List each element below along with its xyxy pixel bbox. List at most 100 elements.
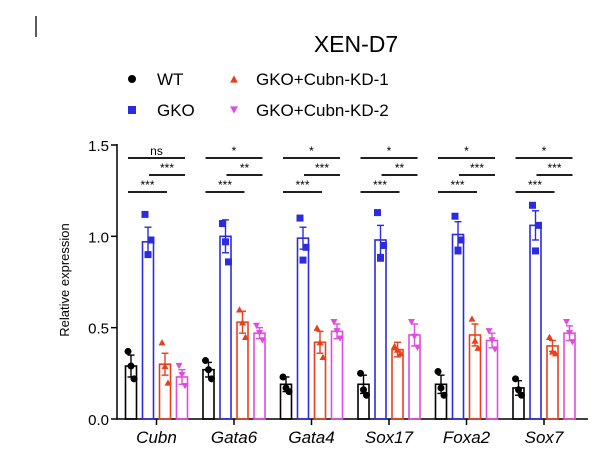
data-point — [242, 333, 249, 340]
data-point — [491, 346, 499, 353]
data-point — [256, 329, 263, 337]
bar — [451, 233, 465, 420]
data-point — [253, 322, 260, 329]
data-point — [316, 339, 324, 346]
data-point — [360, 386, 367, 394]
y-tick-label: 1.5 — [88, 138, 109, 155]
data-point — [219, 220, 226, 228]
data-point — [391, 342, 398, 350]
x-tick-label: Foxa2 — [443, 428, 491, 447]
data-point — [454, 247, 462, 255]
data-point — [181, 382, 189, 390]
data-point — [222, 238, 229, 246]
x-tick-label: Sox17 — [365, 428, 414, 447]
data-point — [299, 256, 307, 264]
significance-label: *** — [218, 178, 232, 192]
legend-marker-triangle-up — [230, 75, 238, 83]
data-point — [239, 319, 246, 326]
data-point — [302, 243, 310, 251]
data-point — [408, 319, 415, 326]
data-point — [437, 384, 445, 392]
bar — [374, 239, 387, 420]
legend-marker-circle — [128, 75, 136, 83]
significance-label: ns — [150, 144, 163, 158]
data-point — [175, 362, 183, 370]
y-tick-label: 0.0 — [88, 412, 109, 429]
data-point — [394, 346, 401, 353]
data-point — [336, 335, 344, 342]
bar — [391, 348, 404, 420]
data-point — [566, 329, 573, 337]
data-point — [279, 373, 287, 381]
legend-label: WT — [157, 70, 183, 89]
data-point — [569, 339, 576, 346]
x-tick-label: Cubn — [136, 428, 177, 447]
data-point — [178, 372, 186, 379]
data-point — [330, 319, 338, 326]
significance-label: *** — [450, 178, 464, 192]
data-point — [535, 221, 542, 229]
significance-label: *** — [140, 178, 154, 192]
data-point — [488, 337, 496, 344]
axes: 0.0 0.5 1.0 1.5 Cubn Gata6 Gata4 Sox17 Foxa2 Sox7 — [88, 138, 588, 447]
data-point — [313, 324, 321, 331]
significance-label: ** — [395, 161, 405, 175]
bar — [141, 241, 155, 420]
data-point — [529, 201, 536, 209]
data-point — [357, 369, 364, 377]
data-point — [512, 375, 519, 383]
legend-label: GKO — [157, 101, 195, 120]
data-point — [124, 347, 132, 355]
data-point — [208, 375, 215, 383]
legend: WT GKO GKO+Cubn-KD-1 GKO+Cubn-KD-2 — [128, 70, 389, 120]
data-point — [164, 379, 172, 386]
legend-marker-triangle-down — [230, 106, 238, 114]
bar — [563, 332, 576, 420]
data-point — [158, 339, 166, 346]
legend-marker-square — [128, 106, 136, 114]
bars-group — [124, 201, 576, 420]
bar — [296, 237, 310, 420]
data-point — [225, 258, 232, 266]
data-point — [471, 337, 479, 344]
bar — [546, 345, 559, 420]
significance-label: *** — [547, 161, 561, 175]
data-point — [377, 254, 384, 262]
data-point — [205, 366, 212, 374]
x-tick-label: Gata4 — [288, 428, 334, 447]
bar — [253, 332, 266, 420]
significance-label: *** — [315, 161, 329, 175]
significance-label: ** — [240, 161, 250, 175]
legend-label: GKO+Cubn-KD-1 — [256, 70, 389, 89]
data-point — [546, 333, 553, 340]
data-point — [434, 368, 442, 376]
significance-annotations: ns**************************************… — [128, 144, 573, 193]
data-point — [485, 328, 493, 335]
data-point — [380, 241, 387, 249]
data-point — [319, 353, 327, 361]
data-point — [363, 391, 370, 399]
data-point — [127, 362, 135, 370]
data-point — [397, 350, 404, 357]
significance-label: * — [387, 144, 392, 158]
significance-label: * — [542, 144, 547, 158]
data-point — [296, 214, 304, 222]
data-point — [474, 344, 482, 351]
significance-label: *** — [160, 161, 174, 175]
significance-label: * — [464, 144, 469, 158]
data-point — [144, 251, 152, 259]
chart-title: XEN-D7 — [314, 31, 398, 57]
y-axis-label: Relative expression — [57, 223, 72, 336]
data-point — [532, 247, 539, 255]
significance-label: *** — [470, 161, 484, 175]
data-point — [518, 391, 525, 399]
bar — [330, 330, 344, 420]
data-point — [440, 391, 448, 399]
significance-label: * — [232, 144, 237, 158]
data-point — [411, 333, 418, 340]
bar — [485, 339, 499, 420]
y-tick-label: 0.5 — [88, 321, 109, 338]
data-point — [552, 350, 559, 357]
data-point — [130, 375, 138, 383]
